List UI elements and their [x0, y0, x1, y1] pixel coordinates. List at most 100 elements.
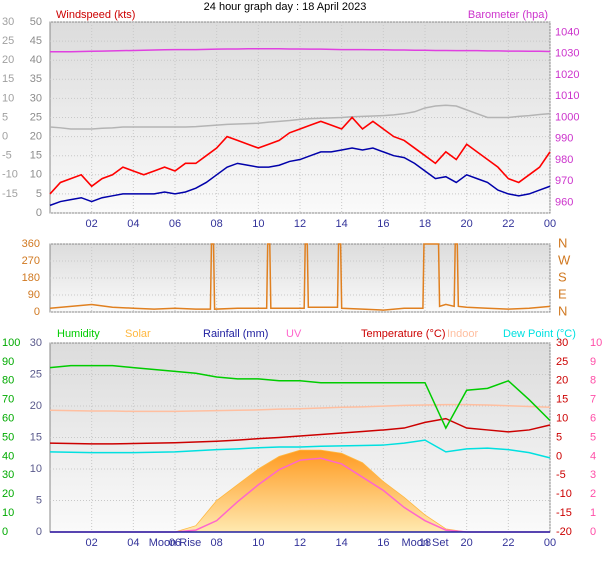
y2-tick-label: N: [558, 303, 567, 318]
y-tick-label: 90: [28, 289, 40, 301]
x-tick-label: 02: [86, 218, 98, 230]
x-tick-label: 18: [419, 218, 431, 230]
series-line: [49, 403, 551, 413]
x-tick-label: 22: [502, 537, 514, 549]
y2-tick-label: W: [558, 252, 571, 267]
legend-entry: UV: [286, 328, 302, 340]
series-line: [49, 104, 551, 130]
y-axis-label: Windspeed (kts): [56, 9, 135, 21]
y3-tick-label: -10: [2, 169, 18, 181]
annotation: Moon Set: [401, 537, 448, 549]
y3-tick-label: 5: [2, 111, 8, 123]
y2-tick-label: E: [558, 286, 567, 301]
y2-tick-label: 960: [555, 196, 573, 208]
series-line: [49, 147, 551, 207]
x-tick-label: 04: [127, 218, 139, 230]
x-tick-label: 04: [127, 537, 139, 549]
y4-tick-label: 2: [590, 488, 596, 500]
y2-tick-label: 1030: [555, 48, 579, 60]
y2-tick-label: 20: [2, 488, 14, 500]
x-tick-label: 22: [502, 218, 514, 230]
y2-tick-label: N: [558, 235, 567, 250]
y-tick-label: 360: [22, 238, 40, 250]
y3-tick-label: 25: [556, 356, 568, 368]
y4-tick-label: 3: [590, 469, 596, 481]
y-tick-label: 25: [30, 368, 42, 380]
y4-tick-label: 9: [590, 356, 596, 368]
series-line: [50, 47, 551, 53]
series-line: [49, 364, 551, 430]
y-tick-label: 0: [34, 306, 40, 318]
y-tick-label: 40: [30, 54, 42, 66]
y3-tick-label: 20: [556, 375, 568, 387]
y-tick-label: 50: [30, 16, 42, 28]
x-tick-label: 06: [169, 537, 181, 549]
y3-tick-label: 20: [2, 54, 14, 66]
legend-entry: Humidity: [57, 328, 100, 340]
y2-tick-label: 990: [555, 133, 573, 145]
y2-tick-label: 90: [2, 356, 14, 368]
x-tick-label: 06: [169, 218, 181, 230]
y2-tick-label: 1000: [555, 111, 579, 123]
x-tick-label: 12: [294, 218, 306, 230]
y4-tick-label: 8: [590, 375, 596, 387]
x-tick-label: 18: [419, 537, 431, 549]
series-line: [49, 439, 551, 459]
y2-tick-label: 50: [2, 431, 14, 443]
y-tick-label: 270: [22, 255, 40, 267]
y2-tick-label: 0: [2, 526, 8, 538]
x-tick-label: 12: [294, 537, 306, 549]
x-tick-label: 16: [377, 218, 389, 230]
y-tick-label: 20: [30, 131, 42, 143]
y2-tick-label: 80: [2, 375, 14, 387]
y4-tick-label: 5: [590, 431, 596, 443]
x-tick-label: 14: [336, 537, 348, 549]
x-tick-label: 16: [377, 537, 389, 549]
y-tick-label: 180: [22, 272, 40, 284]
y3-tick-label: -5: [2, 150, 12, 162]
legend-entry: Solar: [125, 328, 151, 340]
y3-tick-label: -20: [556, 526, 572, 538]
y3-tick-label: 15: [2, 73, 14, 85]
series-line: [49, 116, 551, 195]
legend-entry: Rainfall (mm): [203, 328, 268, 340]
y2-tick-label: 40: [2, 450, 14, 462]
y3-tick-label: 25: [2, 35, 14, 47]
y2-tick-label: 1040: [555, 27, 579, 39]
y4-tick-label: 10: [590, 337, 602, 349]
y-tick-label: 5: [36, 494, 42, 506]
x-tick-label: 20: [461, 218, 473, 230]
y3-tick-label: 5: [556, 431, 562, 443]
x-tick-label: 02: [86, 537, 98, 549]
y3-tick-label: 10: [2, 92, 14, 104]
y3-tick-label: 30: [2, 16, 14, 28]
y2-tick-label: 980: [555, 154, 573, 166]
y-tick-label: 35: [30, 73, 42, 85]
y-tick-label: 30: [30, 337, 42, 349]
annotation: Moon Rise: [149, 537, 202, 549]
y-tick-label: 25: [30, 111, 42, 123]
legend-entry: Dew Point (°C): [503, 328, 576, 340]
y4-tick-label: 1: [590, 507, 596, 519]
y3-tick-label: -10: [556, 488, 572, 500]
y3-tick-label: 0: [556, 450, 562, 462]
y3-tick-label: 10: [556, 413, 568, 425]
y2-axis-label: Barometer (hpa): [468, 9, 548, 21]
y4-tick-label: 0: [590, 526, 596, 538]
y3-tick-label: 0: [2, 131, 8, 143]
y4-tick-label: 6: [590, 413, 596, 425]
x-tick-label: 00: [544, 537, 556, 549]
x-tick-label: 10: [252, 537, 264, 549]
y4-tick-label: 7: [590, 394, 596, 406]
y-tick-label: 45: [30, 35, 42, 47]
chart-title: 24 hour graph day : 18 April 2023: [204, 1, 367, 13]
y3-tick-label: -15: [2, 188, 18, 200]
y2-tick-label: 970: [555, 175, 573, 187]
y-tick-label: 20: [30, 400, 42, 412]
x-tick-label: 10: [252, 218, 264, 230]
y2-tick-label: 30: [2, 469, 14, 481]
y2-tick-label: S: [558, 269, 567, 284]
x-tick-label: 08: [211, 537, 223, 549]
x-tick-label: 08: [211, 218, 223, 230]
